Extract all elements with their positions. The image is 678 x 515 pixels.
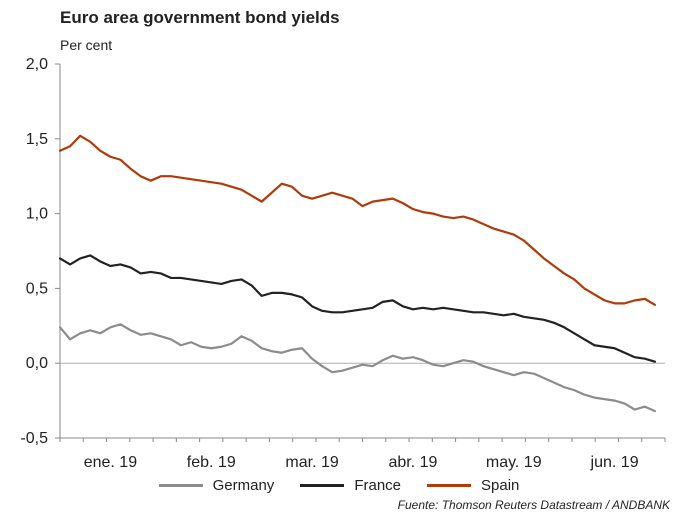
y-axis-unit-label: Per cent xyxy=(60,37,113,53)
legend-swatch-france xyxy=(300,484,345,487)
x-tick-label: may. 19 xyxy=(486,454,542,471)
legend-label-france: France xyxy=(354,477,401,494)
legend-label-germany: Germany xyxy=(212,477,275,494)
legend-item-spain: Spain xyxy=(427,477,519,494)
x-tick-label: ene. 19 xyxy=(84,454,137,471)
legend-swatch-spain xyxy=(427,484,471,487)
chart-title: Euro area government bond yields xyxy=(60,8,340,27)
series-line-france xyxy=(58,254,657,363)
y-tick-label: 2,0 xyxy=(26,56,48,73)
y-tick-label: 0,5 xyxy=(26,280,48,297)
series-line-spain xyxy=(58,134,657,306)
source-note: Fuente: Thomson Reuters Datastream / AND… xyxy=(397,498,670,512)
chart-legend: Germany France Spain xyxy=(0,477,678,494)
legend-item-france: France xyxy=(300,477,401,494)
legend-item-germany: Germany xyxy=(158,477,275,494)
series-line-germany xyxy=(58,323,657,413)
legend-label-spain: Spain xyxy=(481,477,520,494)
x-tick-label: abr. 19 xyxy=(388,454,437,471)
x-tick-label: mar. 19 xyxy=(285,454,338,471)
y-tick-label: -0,5 xyxy=(20,430,48,447)
x-tick-label: feb. 19 xyxy=(187,454,236,471)
y-tick-label: 1,5 xyxy=(26,131,48,148)
y-tick-label: 0,0 xyxy=(26,355,48,372)
x-tick-label: jun. 19 xyxy=(590,454,639,471)
legend-swatch-germany xyxy=(158,484,203,487)
y-tick-label: 1,0 xyxy=(26,206,48,223)
